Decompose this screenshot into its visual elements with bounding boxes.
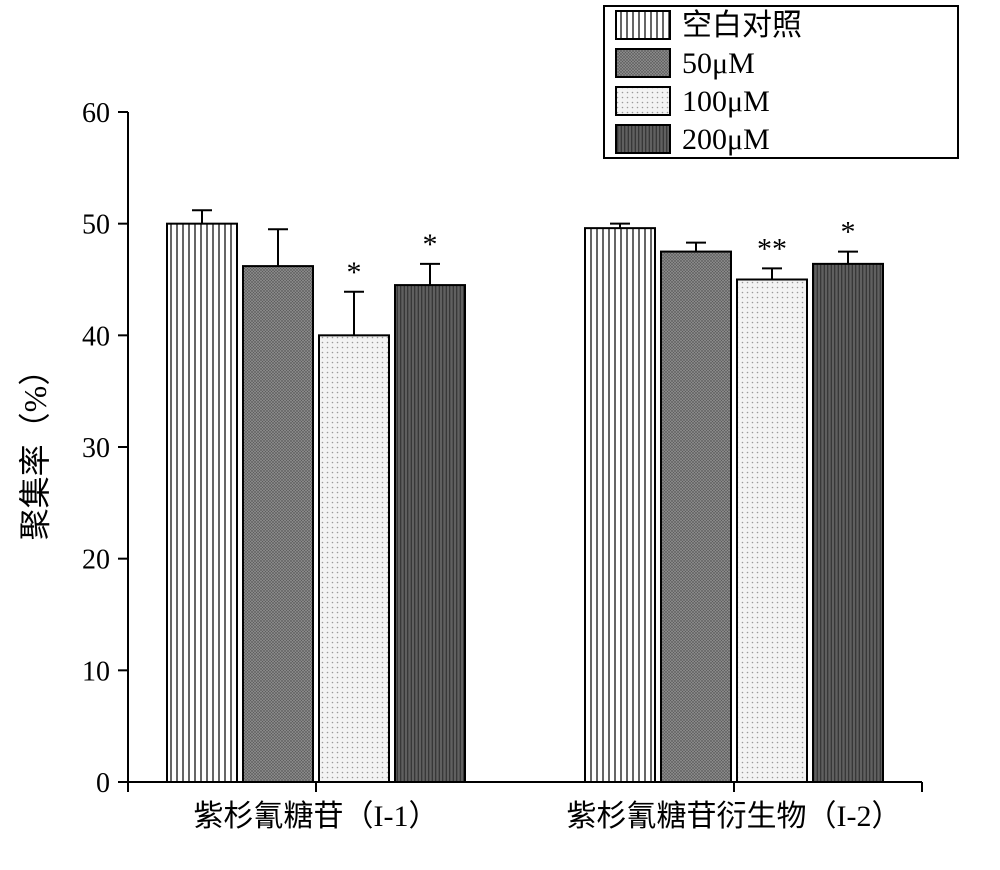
bar (661, 252, 731, 782)
legend-swatch (616, 87, 670, 115)
y-tick-label: 50 (82, 210, 110, 241)
bar (319, 335, 389, 782)
significance-annotation: * (347, 256, 362, 289)
bar (243, 266, 313, 782)
y-tick-label: 0 (96, 768, 110, 799)
x-group-label: 紫杉氰糖苷衍生物（I-2） (567, 800, 902, 833)
bar (395, 285, 465, 782)
chart-container: 0 10 20 30 40 50 60 聚集率（%） 紫杉氰糖苷（I-1） 紫杉氰糖苷衍生物（I-… (0, 0, 1000, 870)
x-group-label: 紫杉氰糖苷（I-1） (194, 800, 439, 833)
legend-swatch (616, 11, 670, 39)
y-tick-label: 40 (82, 321, 110, 352)
y-tick-label: 10 (82, 656, 110, 687)
legend-swatch (616, 49, 670, 77)
bar (813, 264, 883, 782)
bar (167, 224, 237, 782)
legend-label: 50μM (682, 47, 755, 80)
legend-label: 100μM (682, 85, 770, 118)
bar (585, 228, 655, 782)
legend-label: 空白对照 (682, 9, 802, 42)
significance-annotation: * (841, 216, 856, 249)
bar-chart: 0 10 20 30 40 50 60 聚集率（%） 紫杉氰糖苷（I-1） 紫杉氰糖苷衍生物（I-… (0, 0, 1000, 870)
y-tick-label: 60 (82, 98, 110, 129)
significance-annotation: ** (757, 232, 787, 265)
y-tick-label: 30 (82, 433, 110, 464)
y-tick-label: 20 (82, 545, 110, 576)
y-axis-label: 聚集率（%） (17, 354, 53, 541)
legend-label: 200μM (682, 123, 770, 156)
legend-swatch (616, 125, 670, 153)
bar (737, 280, 807, 783)
significance-annotation: * (423, 228, 438, 261)
